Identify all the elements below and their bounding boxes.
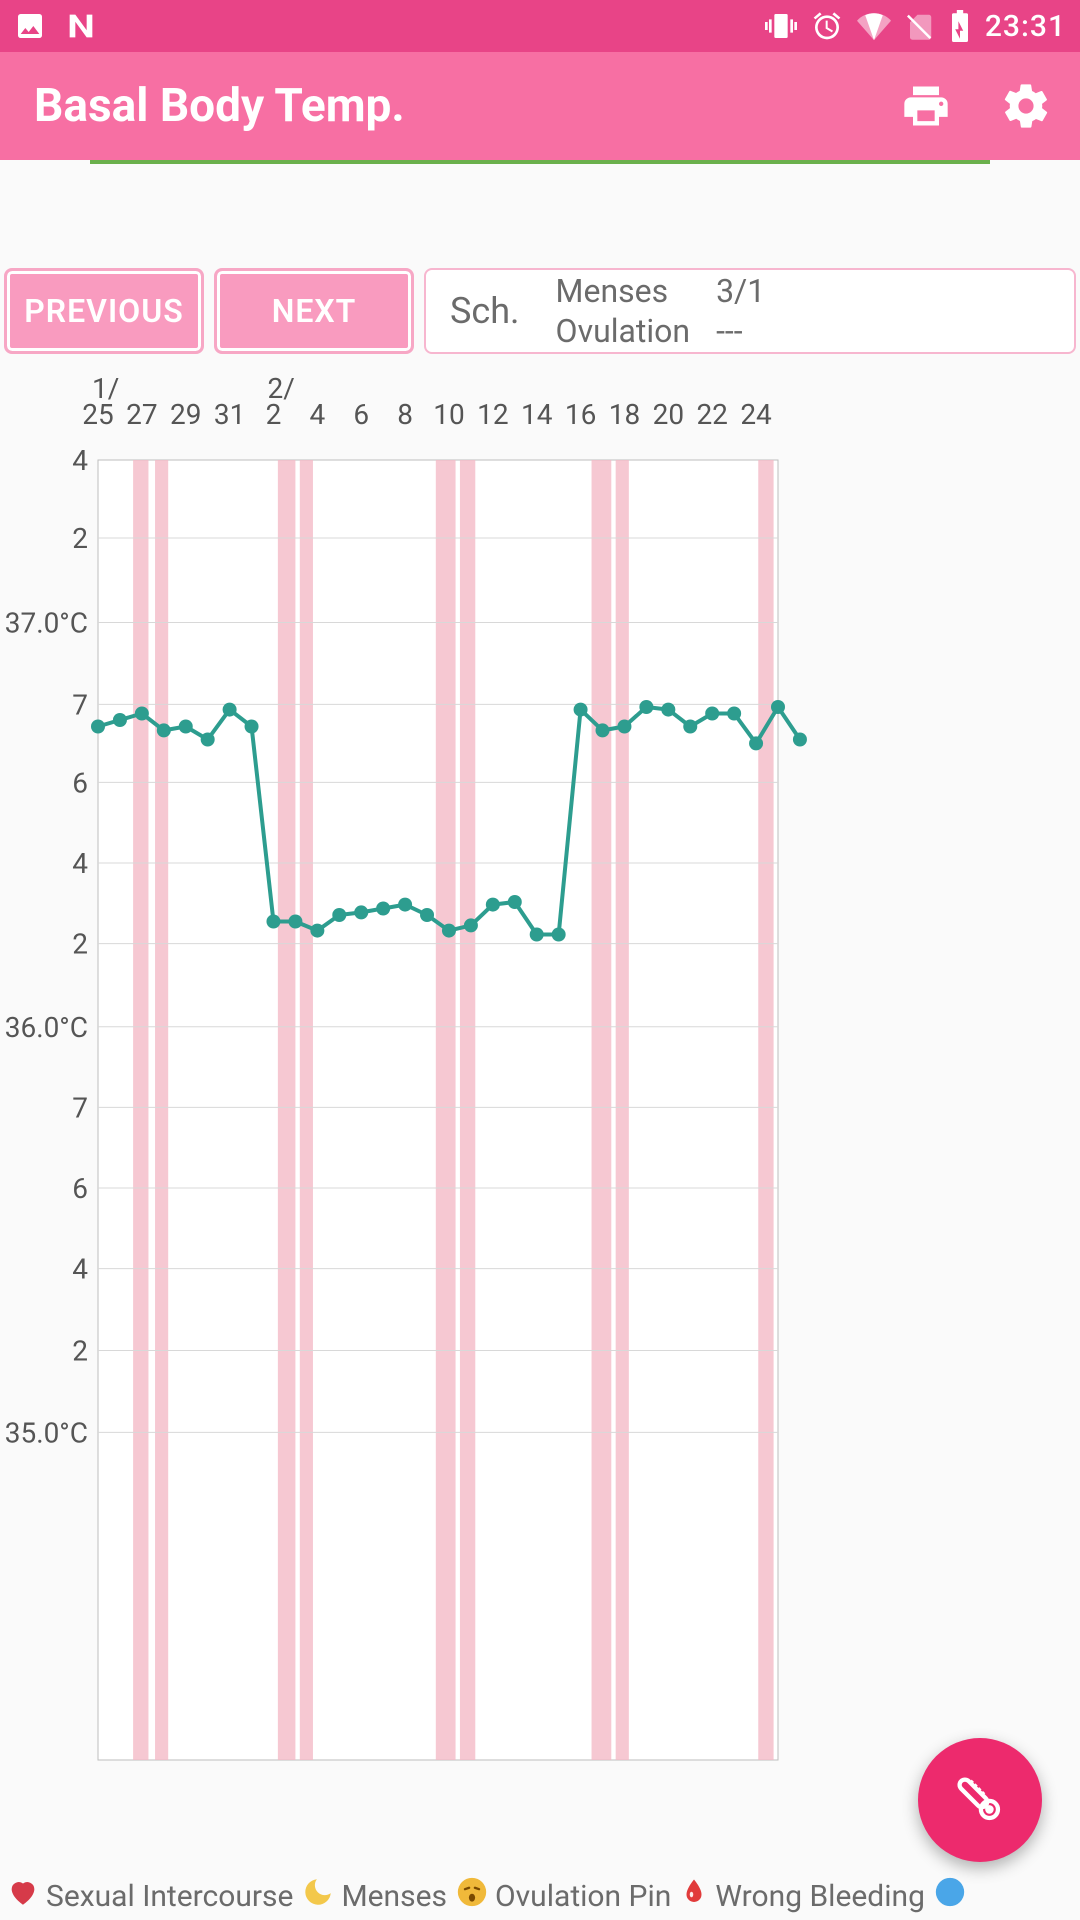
no-sim-icon: [905, 11, 935, 41]
legend-label: Ovulation Pin: [495, 1879, 671, 1914]
settings-button[interactable]: [1000, 80, 1052, 132]
legend-item: Sexual Intercourse: [6, 1875, 293, 1917]
legend-item: Menses: [301, 1875, 447, 1917]
schedule-columns: Menses 3/1 Ovulation ---: [556, 272, 766, 350]
thermometer-icon: [948, 1768, 1012, 1832]
svg-text:8: 8: [397, 398, 413, 431]
svg-text:7: 7: [72, 688, 88, 721]
chart-nav-row: PREVIOUS NEXT Sch. Menses 3/1 Ovulation …: [4, 268, 1076, 354]
legend-item: Ovulation Pin: [455, 1875, 671, 1917]
divider-strip: [90, 160, 990, 164]
status-bar: 23:31: [0, 0, 1080, 52]
svg-text:18: 18: [609, 398, 640, 431]
svg-text:12: 12: [477, 398, 508, 431]
svg-text:4: 4: [72, 847, 88, 880]
status-time: 23:31: [985, 9, 1066, 44]
svg-text:6: 6: [72, 766, 88, 799]
svg-text:10: 10: [433, 398, 464, 431]
alarm-icon: [811, 10, 843, 42]
svg-text:20: 20: [653, 398, 684, 431]
svg-text:35.0°C: 35.0°C: [6, 1416, 88, 1449]
svg-text:6: 6: [353, 398, 369, 431]
svg-text:16: 16: [565, 398, 596, 431]
bbt-chart[interactable]: 4237.0°C764236.0°C764235.0°C1/2/25272931…: [6, 370, 1074, 1804]
status-bar-right: 23:31: [765, 9, 1066, 44]
svg-text:29: 29: [170, 398, 201, 431]
add-record-fab[interactable]: [918, 1738, 1042, 1862]
battery-icon: [949, 10, 971, 42]
svg-text:2: 2: [266, 398, 282, 431]
image-icon: [14, 10, 46, 42]
svg-text:22: 22: [696, 398, 727, 431]
drop-icon: [679, 1875, 709, 1917]
ovulation-value: ---: [716, 312, 765, 350]
status-bar-left: [14, 9, 98, 43]
svg-text:25: 25: [82, 398, 113, 431]
legend-row: Sexual Intercourse Menses Ovulation Pin Wro…: [0, 1872, 1080, 1920]
n-icon: [64, 9, 98, 43]
menses-value: 3/1: [716, 272, 765, 310]
svg-text:4: 4: [72, 1253, 88, 1286]
svg-text:6: 6: [72, 1172, 88, 1205]
legend-label: Menses: [341, 1879, 447, 1914]
next-button[interactable]: NEXT: [214, 268, 414, 354]
svg-text:24: 24: [740, 398, 772, 431]
svg-text:2: 2: [72, 928, 88, 961]
svg-text:7: 7: [72, 1091, 88, 1124]
svg-text:14: 14: [521, 398, 553, 431]
svg-text:27: 27: [126, 398, 157, 431]
schedule-label: Sch.: [450, 290, 520, 332]
svg-text:4: 4: [72, 444, 88, 477]
print-button[interactable]: [900, 80, 952, 132]
heart-icon: [6, 1875, 40, 1917]
circle-icon: [933, 1875, 967, 1917]
app-bar: Basal Body Temp.: [0, 52, 1080, 160]
legend-item: Wrong Bleeding: [679, 1875, 925, 1917]
legend-item: [933, 1875, 973, 1917]
menses-label: Menses: [556, 272, 691, 310]
svg-text:36.0°C: 36.0°C: [6, 1011, 88, 1044]
schedule-info-box[interactable]: Sch. Menses 3/1 Ovulation ---: [424, 268, 1076, 354]
page-title: Basal Body Temp.: [34, 79, 405, 133]
svg-text:2: 2: [72, 1335, 88, 1368]
previous-button[interactable]: PREVIOUS: [4, 268, 204, 354]
moon-icon: [301, 1875, 335, 1917]
wifi-icon: [857, 9, 891, 43]
vibrate-icon: [765, 10, 797, 42]
face-icon: [455, 1875, 489, 1917]
svg-text:2: 2: [72, 522, 88, 555]
svg-text:37.0°C: 37.0°C: [6, 607, 88, 640]
chart-canvas: 4237.0°C764236.0°C764235.0°C1/2/25272931…: [6, 370, 812, 1800]
ovulation-label: Ovulation: [556, 312, 691, 350]
svg-text:4: 4: [309, 398, 325, 431]
app-bar-actions: [900, 80, 1052, 132]
legend-label: Wrong Bleeding: [715, 1879, 925, 1914]
legend-label: Sexual Intercourse: [46, 1879, 293, 1914]
svg-text:31: 31: [214, 398, 245, 431]
